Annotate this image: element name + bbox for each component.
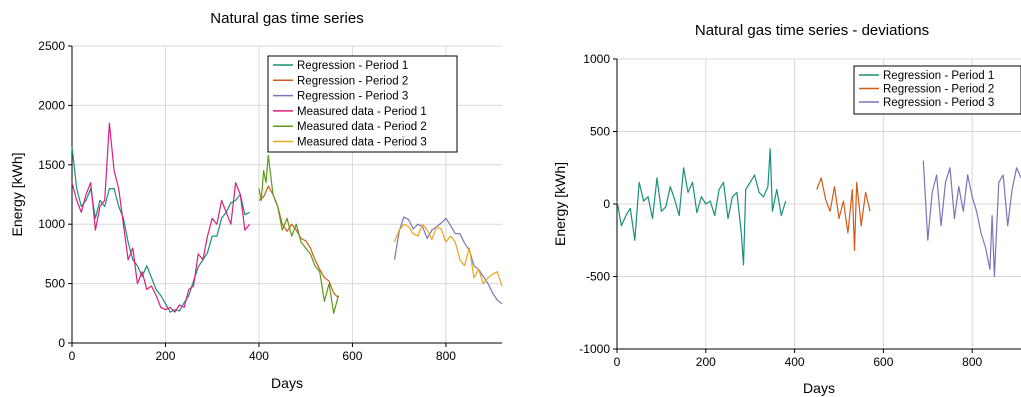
series-line-1 (71, 146, 250, 313)
legend-label: Regression - Period 1 (883, 70, 994, 82)
y-axis-label: Energy [kWh] (9, 152, 25, 236)
x-tick-label: 0 (69, 349, 76, 363)
y-tick-label: 0 (58, 336, 65, 350)
legend-label: Measured data - Period 1 (297, 106, 427, 118)
series-line-4 (71, 122, 251, 313)
legend-label: Regression - Period 3 (297, 91, 408, 103)
legend-label: Measured data - Period 3 (297, 137, 427, 149)
y-tick-label: 0 (603, 197, 610, 211)
x-tick-label: 200 (155, 349, 175, 363)
legend-label: Regression - Period 1 (297, 60, 408, 72)
y-tick-label: 500 (45, 277, 65, 291)
y-tick-label: 1000 (583, 52, 610, 66)
series-line-3 (922, 160, 1021, 278)
legend-label: Measured data - Period 2 (297, 121, 427, 133)
y-tick-label: 500 (590, 125, 610, 139)
x-tick-label: 200 (696, 355, 716, 369)
legend: Regression - Period 1 Regression - Period… (267, 55, 458, 153)
series-line-3 (393, 216, 503, 305)
legend-box (267, 55, 458, 153)
legend-label: Regression - Period 3 (883, 97, 994, 109)
series-line-1 (616, 148, 787, 266)
x-tick-label: 800 (962, 355, 982, 369)
x-tick-label: 0 (614, 355, 621, 369)
x-axis-label: Days (803, 380, 835, 396)
series-line-2 (258, 185, 339, 299)
x-axis-label: Days (271, 375, 303, 391)
y-tick-label: 1500 (38, 158, 65, 172)
x-tick-label: 800 (436, 349, 456, 363)
y-tick-label: 1000 (38, 217, 65, 231)
x-tick-label: 400 (249, 349, 269, 363)
y-tick-label: -1000 (579, 342, 610, 356)
series-line-2 (816, 177, 871, 251)
series-line-6 (393, 223, 503, 287)
y-tick-label: -500 (586, 270, 610, 284)
chart-1: 0 200 400 600 800 0 500 1000 1500 2000 2500 Natural… (9, 10, 503, 391)
chart-title: Natural gas time series (210, 10, 363, 27)
legend-box (853, 65, 1021, 115)
x-tick-label: 600 (342, 349, 362, 363)
series-line-5 (258, 154, 339, 314)
legend-label: Regression - Period 2 (883, 84, 994, 96)
y-tick-label: 2000 (38, 98, 65, 112)
chart-title: Natural gas time series - deviations (695, 22, 929, 39)
chart-2: 0 200 400 600 800 -1000 -500 0 500 1000 Natural ga… (552, 22, 1021, 396)
x-tick-label: 600 (873, 355, 893, 369)
legend: Regression - Period 1 Regression - Period… (853, 65, 1021, 115)
x-tick-label: 400 (785, 355, 805, 369)
legend-label: Regression - Period 2 (297, 75, 408, 87)
y-tick-label: 2500 (38, 39, 65, 53)
y-axis-label: Energy [kWh] (552, 162, 568, 246)
